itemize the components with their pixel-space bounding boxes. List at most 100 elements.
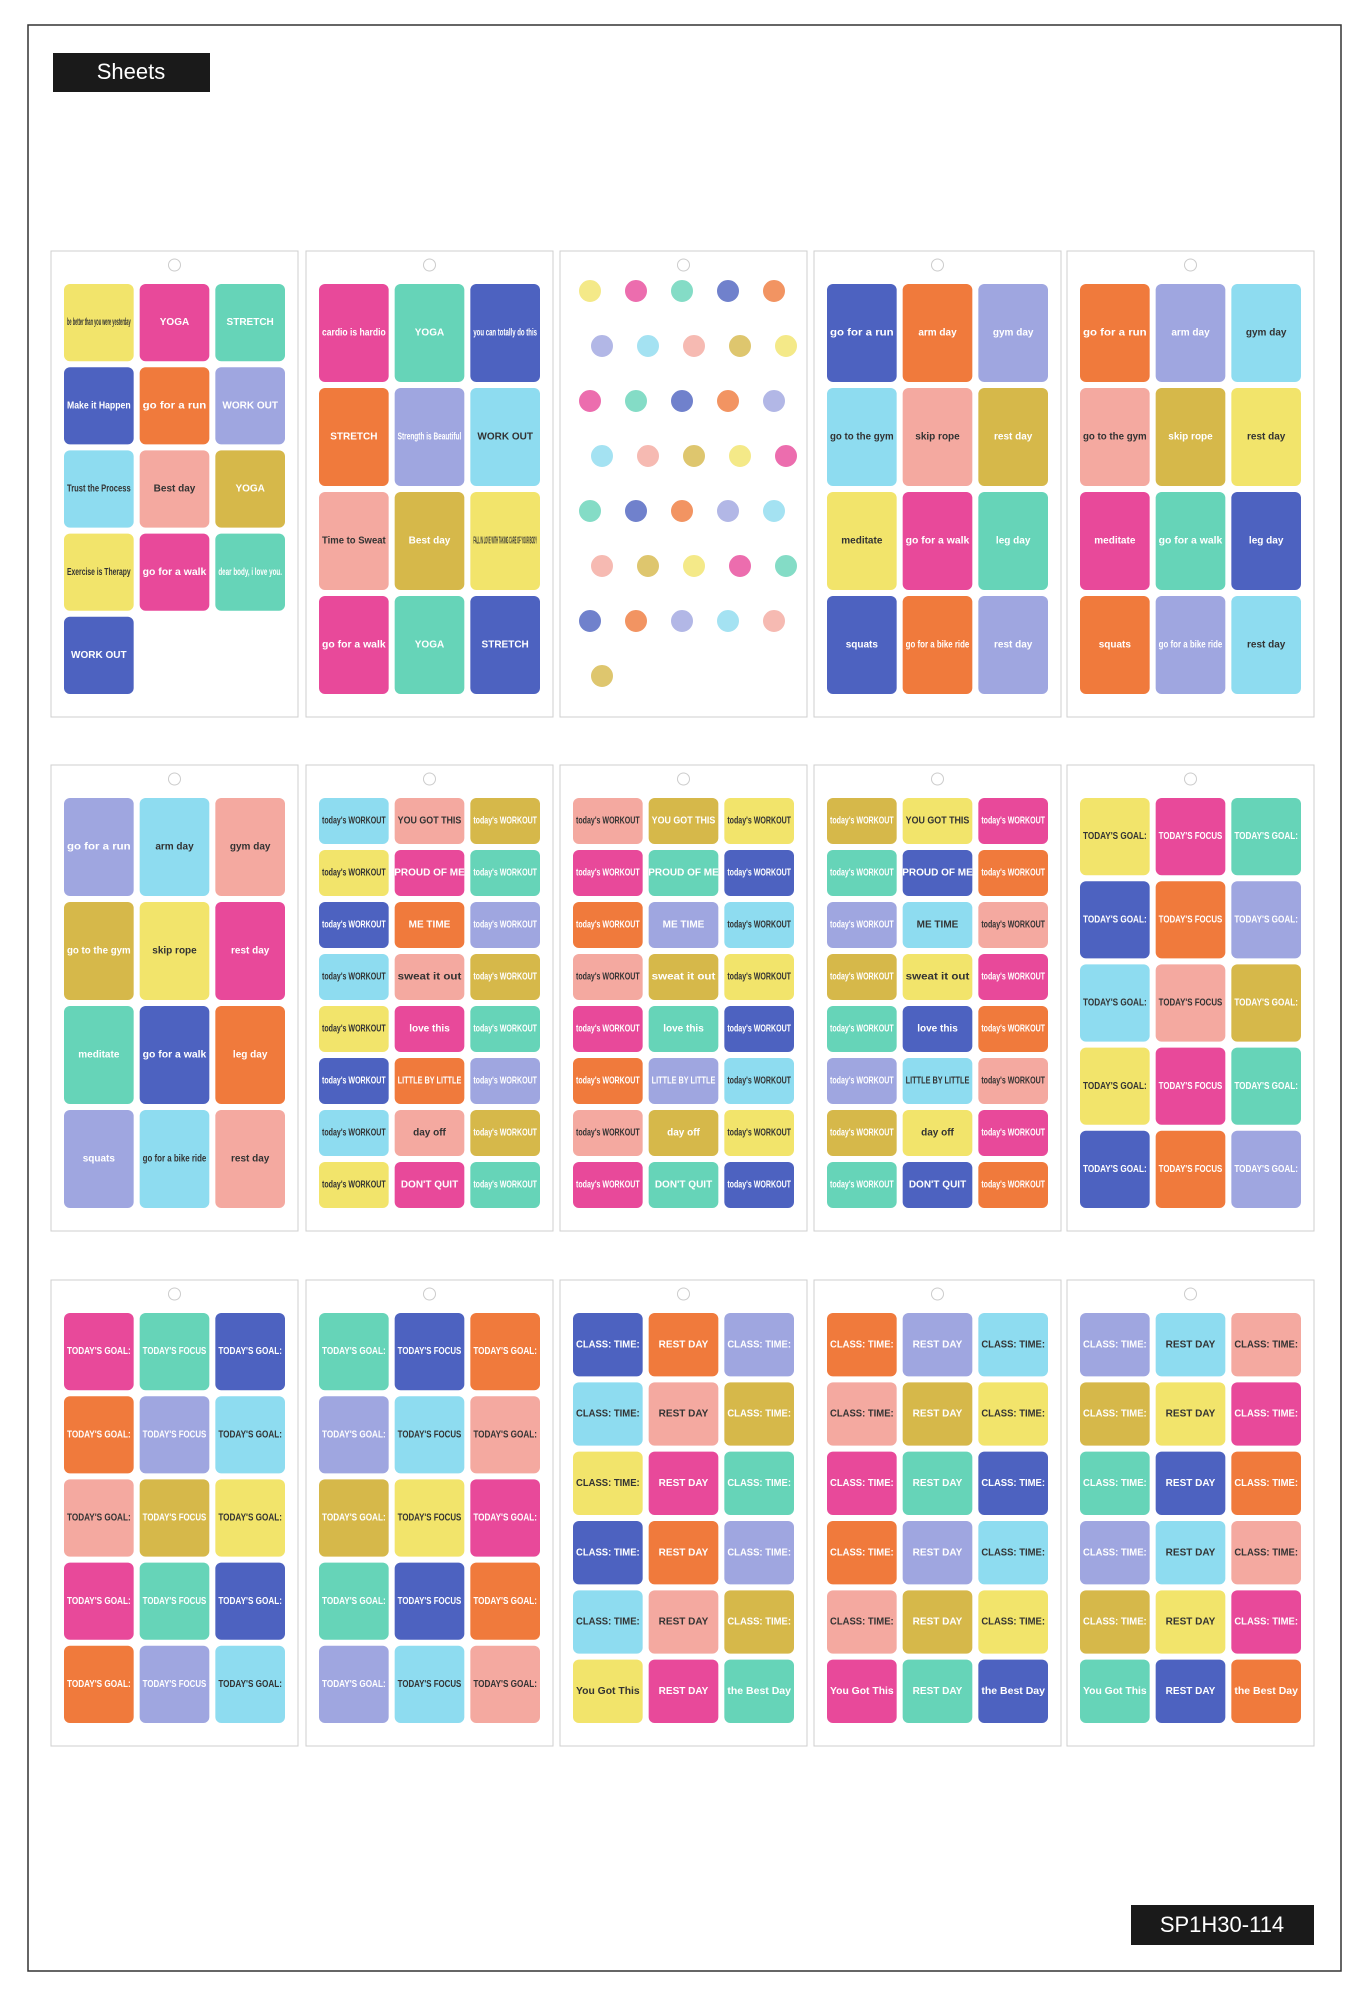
sticker	[724, 850, 794, 896]
sticker-text: TODAY'S GOAL:	[1234, 1081, 1298, 1092]
sticker	[1080, 388, 1150, 486]
sticker-text: TODAY'S FOCUS	[143, 1679, 207, 1690]
sticker	[215, 1645, 285, 1723]
icon-sticker	[589, 553, 615, 579]
sticker	[319, 902, 389, 948]
sticker-text: TODAY'S GOAL:	[1234, 1164, 1298, 1175]
sticker-text: today's WORKOUT	[576, 1128, 640, 1139]
sticker-text: today's WORKOUT	[981, 1180, 1045, 1191]
sticker	[978, 596, 1048, 694]
hang-hole	[1184, 258, 1197, 272]
sticker	[139, 1006, 210, 1104]
sticker	[978, 1451, 1048, 1515]
sticker-text: TODAY'S FOCUS	[398, 1346, 462, 1357]
sticker	[978, 954, 1048, 1000]
sticker	[902, 1313, 973, 1377]
sticker	[64, 1313, 134, 1391]
sticker-text: DON'T QUIT	[909, 1180, 966, 1191]
sticker	[573, 1313, 643, 1377]
sticker-text: arm day	[1171, 328, 1210, 339]
sticker	[64, 1562, 134, 1640]
sticker-text: TODAY'S FOCUS	[1159, 831, 1223, 842]
sticker	[827, 1451, 897, 1515]
sticker-text: go for a walk	[143, 1050, 207, 1061]
sticker	[215, 1110, 285, 1208]
sticker	[1080, 1382, 1150, 1446]
sticker-text: TODAY'S FOCUS	[143, 1429, 207, 1440]
sticker	[902, 850, 973, 896]
sticker-text: CLASS: TIME:	[1083, 1339, 1147, 1350]
sticker-text: today's WORKOUT	[981, 920, 1045, 931]
sticker	[827, 1659, 897, 1723]
sticker-text: TODAY'S GOAL:	[1083, 831, 1147, 842]
sticker	[1155, 798, 1226, 876]
sticker-text: rest day	[994, 432, 1033, 443]
sticker	[978, 1382, 1048, 1446]
sticker	[470, 1562, 540, 1640]
sticker	[827, 1521, 897, 1585]
sticker	[1155, 1382, 1226, 1446]
hang-hole	[168, 258, 181, 272]
sticker-text: TODAY'S FOCUS	[1159, 998, 1223, 1009]
sticker	[1155, 964, 1226, 1042]
sticker-text: TODAY'S GOAL:	[67, 1596, 131, 1607]
sticker-text: WORK OUT	[222, 400, 278, 411]
sticker	[902, 284, 973, 382]
sticker-text: DON'T QUIT	[655, 1180, 712, 1191]
sticker	[64, 284, 134, 362]
sticker	[215, 533, 285, 611]
sticker-text: TODAY'S FOCUS	[398, 1679, 462, 1690]
sticker	[978, 1521, 1048, 1585]
product-code: SP1H30-114	[1160, 1912, 1284, 1937]
sticker-text: REST DAY	[1166, 1617, 1216, 1628]
icon-sticker	[761, 608, 787, 634]
sticker-text: TODAY'S GOAL:	[322, 1596, 386, 1607]
sticker-text: LITTLE BY LITTLE	[906, 1076, 970, 1087]
sticker-text: today's WORKOUT	[830, 868, 894, 879]
sticker-text: TODAY'S GOAL:	[218, 1346, 282, 1357]
sticker	[64, 798, 134, 896]
sticker	[1231, 964, 1301, 1042]
sticker-text: rest day	[231, 946, 270, 957]
sticker-text: today's WORKOUT	[322, 1076, 386, 1087]
hang-hole	[1184, 1287, 1197, 1301]
sticker-text: meditate	[841, 536, 883, 547]
sticker-text: squats	[83, 1154, 116, 1165]
sticker	[470, 596, 540, 694]
sticker	[394, 492, 465, 590]
sticker	[902, 798, 973, 844]
sticker	[978, 1313, 1048, 1377]
icon-sticker	[727, 333, 753, 359]
sticker	[573, 1382, 643, 1446]
icon-sticker	[681, 443, 707, 469]
sticker	[1231, 1047, 1301, 1125]
sticker-text: arm day	[918, 328, 957, 339]
sticker	[470, 1162, 540, 1208]
sticker	[64, 902, 134, 1000]
sticker	[470, 798, 540, 844]
sticker-text: TODAY'S GOAL:	[322, 1513, 386, 1524]
sticker	[724, 954, 794, 1000]
sticker-text: meditate	[78, 1050, 120, 1061]
icon-sticker	[577, 278, 603, 304]
icon-sticker	[577, 608, 603, 634]
sticker	[902, 388, 973, 486]
sticker	[64, 616, 134, 694]
sticker-text: TODAY'S GOAL:	[473, 1596, 537, 1607]
sticker-text: be better than you were yesterday	[67, 317, 131, 328]
sticker	[470, 850, 540, 896]
sticker-text: WORK OUT	[477, 432, 533, 443]
sticker	[724, 1110, 794, 1156]
sticker-text: REST DAY	[913, 1686, 963, 1697]
sticker-text: love this	[917, 1024, 958, 1035]
sticker-text: You Got This	[1083, 1686, 1147, 1697]
sticker	[139, 902, 210, 1000]
sticker	[215, 450, 285, 528]
sticker-text: today's WORKOUT	[981, 1076, 1045, 1087]
sticker-text: TODAY'S GOAL:	[218, 1596, 282, 1607]
sticker	[1155, 1590, 1226, 1654]
sticker-text: go for a bike ride	[143, 1154, 207, 1165]
sticker	[64, 1006, 134, 1104]
sticker-text: today's WORKOUT	[830, 1024, 894, 1035]
sticker	[394, 1110, 465, 1156]
